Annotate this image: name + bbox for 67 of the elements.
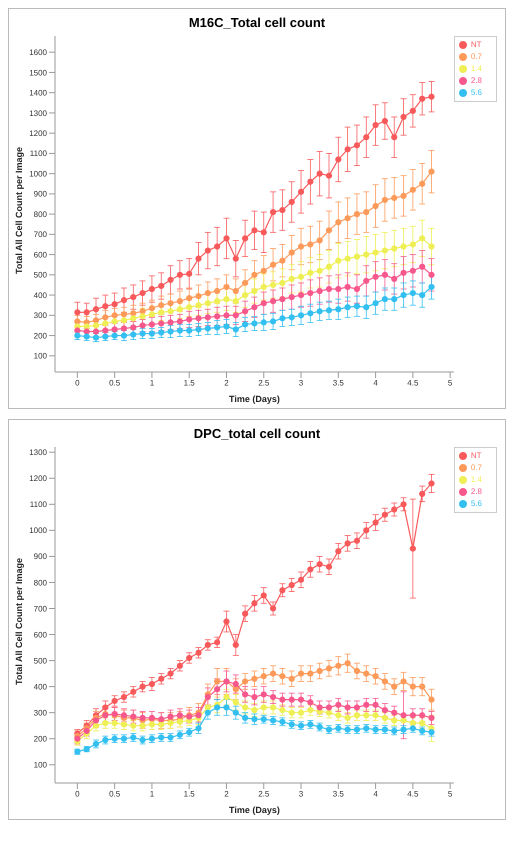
y-tick-label: 1300 bbox=[29, 108, 48, 118]
y-tick-label: 1100 bbox=[30, 500, 48, 510]
x-tick-label: 5 bbox=[448, 378, 453, 388]
x-tick-label: 1.5 bbox=[184, 378, 196, 388]
y-tick-label: 700 bbox=[34, 230, 48, 240]
y-tick-label: 800 bbox=[34, 578, 48, 588]
x-tick-label: 1.5 bbox=[184, 790, 196, 799]
chart-title: DPC_total cell count bbox=[192, 425, 322, 441]
legend-label: 1.4 bbox=[470, 475, 482, 484]
y-axis-title: Total All Cell Count per Image bbox=[14, 146, 24, 274]
legend-label: 1.4 bbox=[470, 64, 482, 73]
legend-label: 5.6 bbox=[470, 88, 482, 97]
x-tick-label: 1 bbox=[150, 790, 155, 799]
x-tick-label: 2.5 bbox=[258, 378, 270, 388]
y-tick-label: 1200 bbox=[29, 128, 48, 138]
x-tick-label: 1 bbox=[150, 378, 155, 388]
y-tick-label: 400 bbox=[34, 682, 48, 692]
x-tick-label: 3 bbox=[298, 378, 304, 388]
y-tick-label: 600 bbox=[34, 250, 48, 260]
y-tick-label: 1100 bbox=[30, 149, 48, 158]
y-tick-label: 1500 bbox=[29, 68, 48, 78]
legend-label: 2.8 bbox=[470, 487, 482, 496]
x-tick-label: 2.5 bbox=[258, 790, 270, 799]
x-tick-label: 4 bbox=[373, 790, 378, 799]
y-tick-label: 500 bbox=[34, 270, 48, 280]
x-tick-label: 4.5 bbox=[407, 790, 419, 799]
legend-label: 2.8 bbox=[470, 76, 482, 85]
y-tick-label: 300 bbox=[34, 311, 48, 320]
y-tick-label: 100 bbox=[34, 760, 48, 770]
y-tick-label: 1000 bbox=[29, 169, 48, 178]
y-tick-label: 800 bbox=[34, 210, 48, 219]
x-tick-label: 2 bbox=[224, 790, 230, 799]
y-tick-label: 600 bbox=[34, 630, 48, 640]
x-tick-label: 5 bbox=[448, 790, 453, 799]
x-tick-label: 0.5 bbox=[109, 790, 121, 799]
y-tick-label: 1200 bbox=[29, 474, 48, 484]
x-tick-label: 2 bbox=[224, 378, 230, 388]
y-tick-label: 400 bbox=[34, 290, 48, 300]
y-tick-label: 100 bbox=[34, 352, 48, 361]
y-tick-label: 300 bbox=[34, 708, 48, 718]
x-tick-label: 4 bbox=[373, 378, 378, 388]
y-tick-label: 1300 bbox=[29, 448, 48, 458]
y-tick-label: 1400 bbox=[29, 88, 48, 98]
x-axis-title: Time (Days) bbox=[229, 394, 280, 404]
y-tick-label: 900 bbox=[34, 552, 48, 562]
legend-label: 0.7 bbox=[470, 52, 482, 61]
x-tick-label: 0 bbox=[75, 790, 80, 799]
y-axis-title: Total All Cell Count per Image bbox=[14, 558, 24, 685]
x-axis-title: Time (Days) bbox=[229, 805, 280, 815]
x-tick-label: 0 bbox=[75, 378, 80, 388]
x-tick-label: 0.5 bbox=[109, 378, 121, 388]
x-tick-label: 4.5 bbox=[407, 378, 419, 388]
y-tick-label: 700 bbox=[34, 604, 48, 614]
legend-label: NT bbox=[470, 40, 482, 49]
chart-title: M16C_Total cell count bbox=[188, 14, 326, 30]
y-tick-label: 900 bbox=[34, 190, 48, 199]
x-tick-label: 3 bbox=[298, 790, 304, 799]
legend-label: 0.7 bbox=[470, 463, 482, 472]
y-tick-label: 200 bbox=[34, 734, 48, 744]
y-tick-label: 500 bbox=[34, 656, 48, 666]
x-tick-label: 3.5 bbox=[332, 378, 344, 388]
y-tick-label: 1600 bbox=[29, 48, 48, 58]
legend-label: NT bbox=[470, 451, 482, 460]
x-tick-label: 3.5 bbox=[332, 790, 344, 799]
legend-label: 5.6 bbox=[470, 499, 482, 508]
y-tick-label: 1000 bbox=[29, 526, 48, 536]
y-tick-label: 200 bbox=[34, 331, 48, 340]
